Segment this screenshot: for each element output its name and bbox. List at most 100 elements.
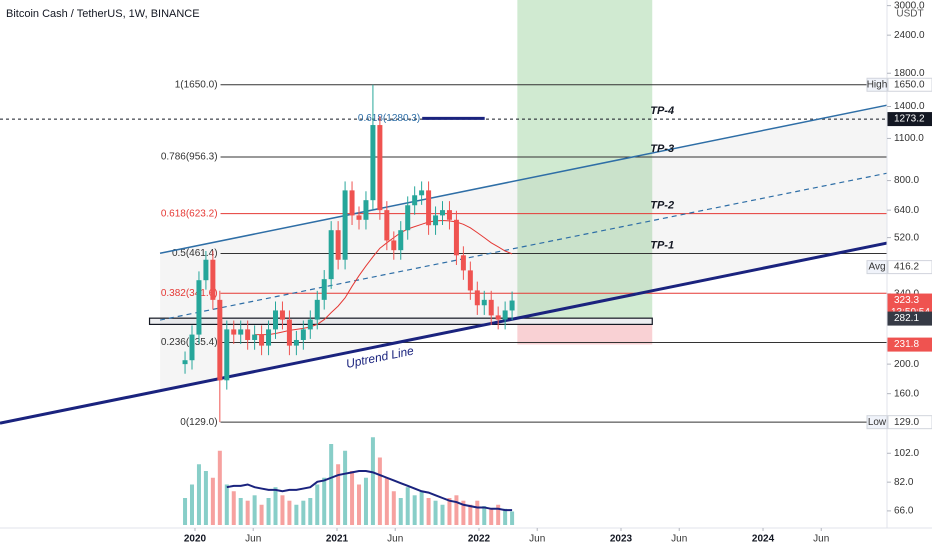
candle-body xyxy=(446,210,452,220)
fib-label: 0.786(956.3) xyxy=(161,152,218,163)
x-tick-label: Jun xyxy=(529,534,545,545)
volume-bar xyxy=(350,471,355,525)
volume-bar xyxy=(183,498,188,525)
volume-bar xyxy=(454,495,459,525)
volume-ma xyxy=(226,470,513,512)
zones xyxy=(148,0,887,391)
currency: USDT xyxy=(896,9,923,20)
fib-label: 0.618(623.2) xyxy=(161,208,218,219)
candle-body xyxy=(238,329,244,335)
candle-body xyxy=(189,334,195,361)
volume-bar xyxy=(294,504,299,525)
volume-bar xyxy=(482,506,487,525)
tp-label: TP-3 xyxy=(650,143,674,155)
price-label: 416.2 xyxy=(894,262,919,273)
candle-body xyxy=(509,300,515,311)
y-tick-label: 82.0 xyxy=(894,477,914,488)
candle-body xyxy=(182,360,188,365)
candle-body xyxy=(502,310,508,320)
price-ma xyxy=(254,219,513,336)
volume-bar xyxy=(315,484,320,525)
x-tick-label: Jun xyxy=(245,534,261,545)
volume-bar xyxy=(489,508,494,525)
candle-body xyxy=(273,310,279,330)
y-tick-label: 520.0 xyxy=(894,232,919,243)
volume-bar xyxy=(426,498,431,525)
candle-body xyxy=(405,205,411,231)
target-label: 0.618(1280.3) xyxy=(358,113,420,124)
tp-label: TP-2 xyxy=(650,200,674,212)
candle-body xyxy=(488,299,494,316)
price-label: 323.3 xyxy=(894,295,919,306)
channel-fill xyxy=(160,105,887,391)
fib-label: 0.236(235.4) xyxy=(161,337,218,348)
volume-bar xyxy=(231,491,236,525)
candle-body xyxy=(370,125,376,201)
volume-bar xyxy=(461,500,466,525)
volume-bar xyxy=(336,464,341,525)
x-tick-label: 2024 xyxy=(752,534,775,545)
trend-line xyxy=(159,172,888,321)
candle-body xyxy=(363,200,369,220)
candle-body xyxy=(196,280,202,335)
y-tick-label: 160.0 xyxy=(894,388,919,399)
candle-body xyxy=(217,299,223,381)
volume-bar xyxy=(203,471,208,525)
price-label: 282.1 xyxy=(894,313,919,324)
tag-label: Low xyxy=(868,417,887,428)
volume-bar xyxy=(238,498,243,525)
volume-bar xyxy=(322,477,327,525)
x-tick-label: 2020 xyxy=(184,534,207,545)
candle-body xyxy=(328,230,334,280)
volume-bar xyxy=(259,504,264,525)
tag-label: High xyxy=(867,79,888,90)
candle-body xyxy=(335,230,341,260)
target-zone xyxy=(517,324,653,345)
y-tick-label: 800.0 xyxy=(894,175,919,186)
candle-body xyxy=(321,279,327,300)
candle-body xyxy=(224,329,230,381)
candle-body xyxy=(419,190,425,196)
tag-box xyxy=(866,260,888,275)
y-tick-label: 640.0 xyxy=(894,205,919,216)
x-tick-label: Jun xyxy=(813,534,829,545)
y-tick-label: 102.0 xyxy=(894,448,919,459)
candle-body xyxy=(266,329,272,346)
volume-bar xyxy=(245,500,250,525)
y-tick-label: 1800.0 xyxy=(894,68,925,79)
candle-body xyxy=(433,215,439,226)
candle-body xyxy=(342,190,348,260)
candle-body xyxy=(349,190,355,216)
volume-bar xyxy=(308,498,313,525)
price-label: 1650.0 xyxy=(894,79,925,90)
volume-bar xyxy=(217,450,222,525)
candle-body xyxy=(203,259,209,281)
volume-bar xyxy=(273,487,278,525)
volume-bar xyxy=(440,504,445,525)
volume-bar xyxy=(357,484,362,525)
volume-bar xyxy=(287,500,292,525)
volume-bar xyxy=(343,450,348,525)
y-tick-label: 66.0 xyxy=(894,506,914,517)
volume-bar xyxy=(419,491,424,525)
y-tick-label: 200.0 xyxy=(894,359,919,370)
price-label-box xyxy=(887,415,932,430)
candle-body xyxy=(467,270,473,291)
trend-line xyxy=(159,104,888,255)
fib-label: 0.5(461.4) xyxy=(172,248,218,259)
price-label-box xyxy=(887,112,932,127)
candle-body xyxy=(377,125,383,211)
candle-body xyxy=(245,329,251,340)
tag-box xyxy=(866,77,888,92)
candle-body xyxy=(210,259,216,300)
candle-body xyxy=(398,230,404,251)
candle-body xyxy=(252,334,258,340)
candle-body xyxy=(474,290,480,306)
volume-bar xyxy=(210,477,215,525)
volume-bar xyxy=(189,484,194,525)
candle-body xyxy=(279,310,285,320)
candle-body xyxy=(391,240,397,251)
candle-body xyxy=(426,190,432,226)
volume-bar xyxy=(496,504,501,525)
candle-body xyxy=(314,299,320,320)
